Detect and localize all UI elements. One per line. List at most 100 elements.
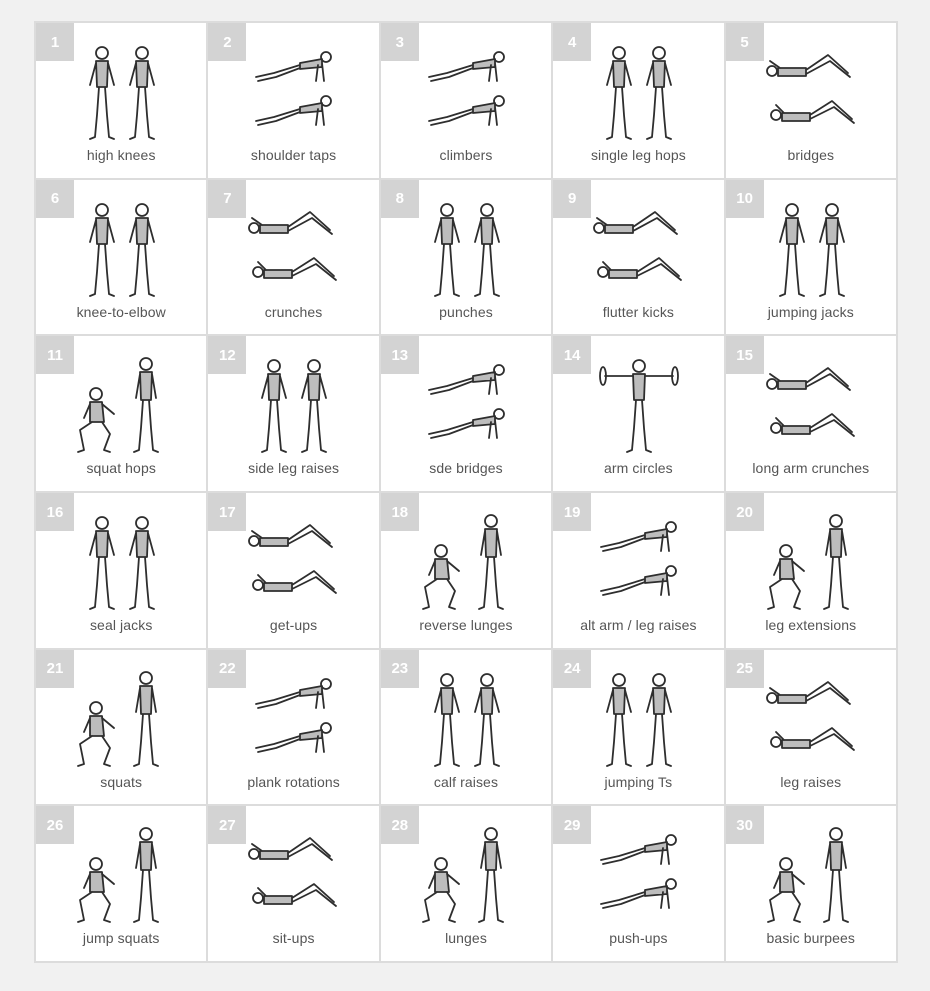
exercise-illustration-icon (238, 664, 350, 770)
exercise-illustration-icon (66, 507, 178, 613)
exercise-card: 20 leg extensions (725, 493, 896, 648)
exercise-label: climbers (439, 147, 493, 163)
exercise-card: 25 leg raises (725, 649, 896, 805)
exercise-card: 5 bridges (725, 23, 896, 178)
exercise-label: leg extensions (765, 617, 857, 633)
exercise-illustration-icon (411, 37, 523, 143)
exercise-illustration-icon (583, 820, 695, 926)
exercise-number-badge: 26 (36, 806, 74, 845)
exercise-number-badge: 22 (208, 649, 247, 688)
exercise-label: sit-ups (272, 930, 315, 947)
exercise-card: 10 jumping jacks (725, 179, 896, 335)
exercise-card: 7 crunches (208, 179, 379, 335)
exercise-card: 6 knee-to-elbow (36, 179, 207, 335)
exercise-label: alt arm / leg raises (580, 617, 697, 633)
exercise-card: 23 calf raises (380, 649, 552, 805)
exercise-card: 12 side leg raises (208, 336, 379, 491)
exercise-number-badge: 15 (725, 336, 764, 375)
exercise-number-badge: 7 (208, 179, 247, 218)
exercise-illustration-icon (411, 820, 523, 926)
exercise-number-badge: 14 (553, 336, 592, 375)
exercise-label: jumping Ts (604, 773, 673, 790)
exercise-label: get-ups (269, 617, 318, 633)
exercise-card: 16 seal jacks (36, 493, 207, 648)
exercise-card: 30 basic burpees (725, 806, 896, 961)
exercise-illustration-icon (583, 194, 695, 300)
exercise-illustration-icon (411, 350, 523, 456)
exercise-illustration-icon (66, 350, 178, 456)
exercise-number-badge: 9 (553, 179, 592, 218)
exercise-label: side leg raises (248, 460, 340, 477)
exercise-number-badge: 25 (725, 649, 764, 688)
exercise-label: crunches (264, 303, 323, 320)
exercise-label: high knees (86, 147, 156, 163)
exercise-label: sde bridges (429, 460, 503, 477)
exercise-card: 1 high knees (36, 23, 207, 178)
exercise-number-badge: 10 (725, 179, 764, 218)
exercise-number-badge: 20 (725, 493, 764, 531)
exercise-number-badge: 24 (553, 649, 592, 688)
exercise-card: 22 plank rotations (208, 649, 379, 805)
exercise-number-badge: 4 (553, 23, 592, 61)
exercise-illustration-icon (66, 194, 178, 300)
exercise-number-badge: 6 (36, 179, 74, 218)
exercise-number-badge: 28 (380, 806, 419, 845)
exercise-card: 15 long arm crunches (725, 336, 896, 491)
exercise-number-badge: 27 (208, 806, 247, 845)
exercise-label: single leg hops (590, 147, 686, 163)
exercise-illustration-icon (66, 37, 178, 143)
exercise-illustration-icon (756, 507, 868, 613)
exercise-number-badge: 16 (36, 493, 74, 531)
exercise-label: basic burpees (766, 930, 856, 947)
exercise-label: push-ups (609, 930, 668, 947)
exercise-card: 3 climbers (380, 23, 552, 178)
exercise-illustration-icon (583, 664, 695, 770)
exercise-label: jumping jacks (767, 303, 854, 320)
exercise-card: 21 squats (36, 649, 207, 805)
exercise-label: long arm crunches (752, 460, 870, 477)
exercise-illustration-icon (756, 664, 868, 770)
exercise-number-badge: 29 (553, 806, 592, 845)
exercise-label: plank rotations (247, 773, 340, 790)
exercise-number-badge: 8 (380, 179, 419, 218)
exercise-illustration-icon (238, 820, 350, 926)
exercise-card: 27 sit-ups (208, 806, 379, 961)
exercise-grid: 1 high knees 2 shoulder taps 3 climbers 4 singl… (34, 21, 898, 963)
exercise-label: lunges (445, 930, 487, 947)
exercise-number-badge: 13 (380, 336, 419, 375)
exercise-illustration-icon (411, 194, 523, 300)
exercise-card: 4 single leg hops (553, 23, 724, 178)
exercise-card: 19 alt arm / leg raises (553, 493, 724, 648)
exercise-card: 2 shoulder taps (208, 23, 379, 178)
exercise-number-badge: 19 (553, 493, 592, 531)
exercise-number-badge: 3 (380, 23, 419, 61)
exercise-illustration-icon (756, 820, 868, 926)
exercise-label: seal jacks (89, 617, 153, 633)
exercise-label: reverse lunges (419, 617, 513, 633)
exercise-illustration-icon (756, 37, 868, 143)
exercise-illustration-icon (756, 350, 868, 456)
exercise-number-badge: 1 (36, 23, 74, 61)
exercise-number-badge: 12 (208, 336, 247, 375)
exercise-number-badge: 2 (208, 23, 247, 61)
exercise-illustration-icon (66, 664, 178, 770)
exercise-label: leg raises (780, 773, 842, 790)
exercise-card: 28 lunges (380, 806, 552, 961)
exercise-illustration-icon (583, 350, 695, 456)
exercise-label: squat hops (86, 460, 156, 477)
exercise-illustration-icon (238, 350, 350, 456)
exercise-card: 9 flutter kicks (553, 179, 724, 335)
exercise-label: squats (100, 773, 143, 790)
exercise-number-badge: 23 (380, 649, 419, 688)
exercise-card: 18 reverse lunges (380, 493, 552, 648)
exercise-label: jump squats (82, 930, 160, 947)
exercise-label: shoulder taps (250, 147, 337, 163)
exercise-card: 17 get-ups (208, 493, 379, 648)
exercise-number-badge: 17 (208, 493, 247, 531)
exercise-label: bridges (787, 147, 835, 163)
exercise-label: punches (439, 303, 493, 320)
exercise-card: 26 jump squats (36, 806, 207, 961)
exercise-number-badge: 21 (36, 649, 74, 688)
exercise-card: 29 push-ups (553, 806, 724, 961)
exercise-label: flutter kicks (602, 303, 675, 320)
